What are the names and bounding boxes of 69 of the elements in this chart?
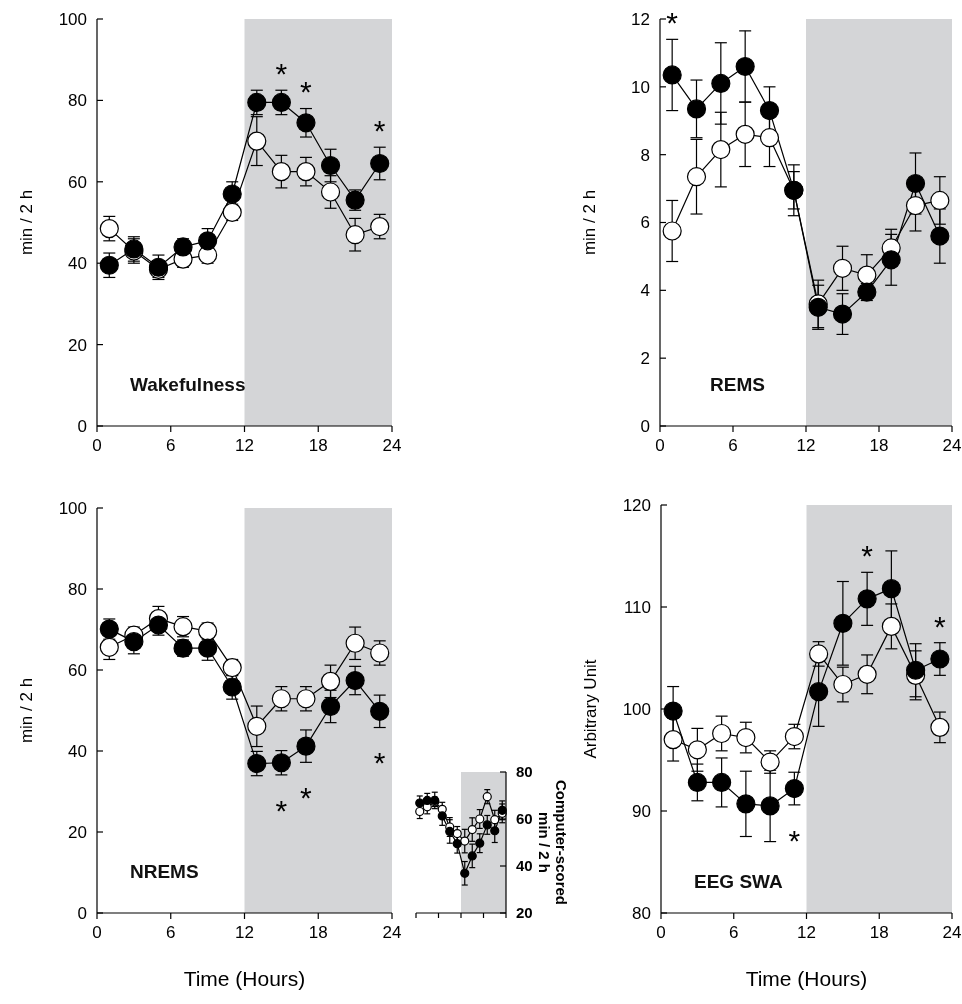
x-tick-label: 0: [92, 923, 102, 942]
y-tick-label: 100: [58, 498, 87, 518]
y-tick-label: 60: [68, 660, 87, 680]
x-tick-label: 6: [166, 436, 176, 455]
y-tick-label: 100: [58, 9, 87, 29]
annotation: *: [300, 781, 313, 815]
x-tick-label: 12: [796, 436, 816, 455]
y-tick-label: 4: [640, 281, 650, 301]
x-tick-label: 6: [729, 923, 739, 942]
y-axis-title: min / 2 h: [17, 189, 36, 256]
x-tick-label: 6: [728, 436, 738, 455]
y-axis-title: min / 2 h: [580, 189, 599, 256]
x-tick-label: 0: [655, 436, 665, 455]
y-tick-label: 120: [622, 495, 651, 515]
y-tick-label: 6: [640, 213, 650, 233]
text: NREMS: [130, 861, 199, 882]
x-tick-label: 12: [235, 923, 254, 942]
x-tick-label: 18: [869, 923, 889, 942]
y-tick-label: 90: [632, 801, 651, 821]
x-axis-title: Time (Hours): [183, 967, 306, 990]
annotation: *: [934, 609, 947, 643]
y-axis-title: Computer-scored min / 2 h: [536, 779, 570, 906]
y-axis-title: Arbitrary Unit: [581, 659, 600, 759]
annotation: *: [373, 746, 386, 780]
x-tick-label: 0: [92, 436, 102, 455]
x-axis-title: Time (Hours): [745, 967, 868, 990]
y-tick-label: 12: [631, 9, 650, 29]
annotation: *: [861, 539, 874, 573]
y-tick-label: 0: [77, 903, 87, 923]
y-axis-title: min / 2 h: [17, 677, 36, 744]
annotation: *: [275, 793, 288, 827]
y-tick-label: 20: [516, 904, 533, 922]
text: REMS: [710, 374, 765, 395]
x-tick-label: 18: [869, 436, 889, 455]
x-tick-label: 12: [235, 436, 254, 455]
y-tick-label: 80: [516, 763, 533, 781]
x-tick-label: 24: [382, 923, 402, 942]
x-tick-label: 0: [656, 923, 666, 942]
y-tick-label: 0: [77, 416, 87, 436]
y-tick-label: 2: [640, 349, 650, 369]
y-tick-label: 60: [68, 172, 87, 192]
y-tick-label: 8: [640, 145, 650, 165]
y-tick-label: 100: [622, 699, 651, 719]
x-tick-label: 12: [797, 923, 816, 942]
y-tick-label: 20: [68, 822, 87, 842]
text: EEG SWA: [694, 871, 783, 892]
annotation: *: [373, 114, 386, 148]
x-tick-label: 18: [308, 923, 328, 942]
y-tick-label: 110: [623, 597, 651, 617]
y-tick-label: 80: [68, 91, 87, 111]
x-tick-label: 24: [382, 436, 402, 455]
annotation: *: [300, 75, 313, 109]
x-tick-label: 6: [166, 923, 176, 942]
text: Wakefulness: [130, 374, 246, 395]
y-tick-label: 0: [640, 416, 650, 436]
y-tick-label: 40: [68, 254, 87, 274]
y-tick-label: 10: [631, 77, 650, 97]
y-tick-label: 40: [68, 741, 87, 761]
y-tick-label: 20: [68, 335, 87, 355]
annotation: *: [666, 6, 679, 40]
annotation: *: [275, 57, 288, 91]
x-tick-label: 18: [308, 436, 328, 455]
annotation: *: [788, 823, 801, 857]
y-tick-label: 80: [68, 579, 87, 599]
y-tick-label: 80: [632, 903, 651, 923]
y-tick-label: 60: [516, 810, 533, 828]
x-tick-label: 24: [942, 923, 962, 942]
y-tick-label: 40: [516, 857, 533, 875]
x-tick-label: 24: [942, 436, 962, 455]
